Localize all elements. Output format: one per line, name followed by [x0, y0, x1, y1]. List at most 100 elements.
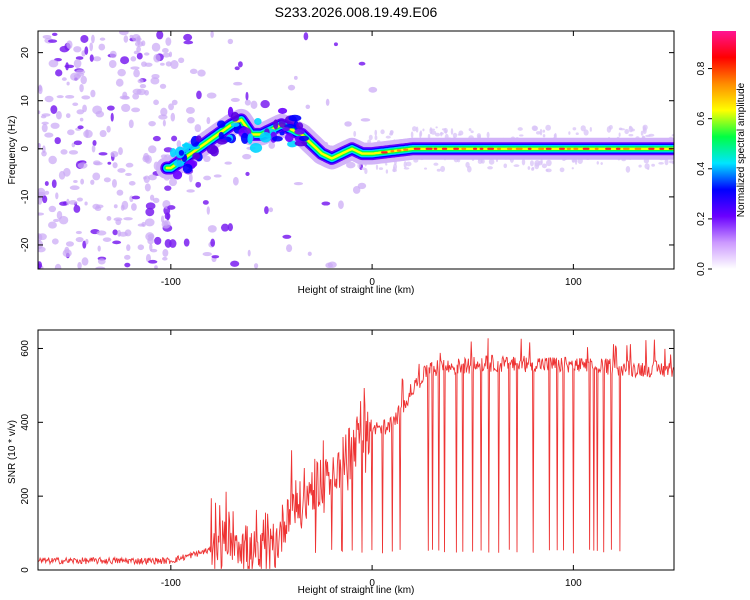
- spectrogram-cell: [168, 51, 173, 58]
- snr-panel: -100 0 100 0 200 400 600 Height of straight l…: [7, 329, 675, 596]
- spectrogram-cell: [203, 175, 212, 181]
- spectrogram-cell: [98, 152, 108, 156]
- spectrogram-cell: [368, 86, 378, 93]
- spectrogram-cell: [38, 110, 41, 115]
- spectrogram-cell: [130, 56, 137, 62]
- spectrogram-cell: [38, 261, 43, 269]
- spectrogram-cell: [415, 126, 419, 133]
- spectrogram-cell: [144, 183, 151, 192]
- spectrogram-cell: [172, 170, 183, 180]
- spectrogram-cell: [76, 197, 83, 202]
- spectrogram-cell: [517, 127, 523, 131]
- spectrogram-cell: [90, 179, 95, 185]
- spectrogram-cell: [158, 114, 168, 120]
- spectrogram-cell: [51, 238, 59, 245]
- spectrogram-cell: [150, 77, 160, 85]
- spectrogram-cell: [72, 102, 79, 107]
- colorbar-tick-label: 0.0: [696, 262, 707, 276]
- spectrogram-cell: [186, 189, 195, 193]
- spectrogram-cell: [44, 190, 50, 195]
- spectrogram-cell: [145, 202, 156, 210]
- colorbar-label: Normalized spectral amplitude: [736, 82, 747, 217]
- spectrogram-cell: [430, 130, 437, 135]
- spectrogram-cell: [195, 181, 202, 188]
- spectrogram-cell: [50, 122, 60, 129]
- spectrogram-cell: [61, 77, 67, 81]
- spectrogram-cell: [434, 132, 441, 137]
- spectrogram-cell: [85, 238, 89, 245]
- snr-series-line: [38, 338, 674, 570]
- spectrogram-cell: [476, 133, 482, 139]
- spectrogram-cell: [619, 128, 626, 131]
- spectrogram-cell: [93, 160, 101, 166]
- spectrogram-cell: [338, 200, 344, 210]
- spectrogram-cell: [545, 159, 552, 167]
- spectrogram-cell: [638, 164, 642, 168]
- spectrogram-cell: [161, 47, 169, 53]
- spectrogram-cell: [54, 263, 62, 269]
- spectrogram-cell: [389, 132, 393, 136]
- spectrogram-cell: [97, 245, 101, 252]
- spectrogram-cell: [131, 203, 137, 211]
- spectrogram-cell: [90, 89, 96, 98]
- spectrogram-cell: [167, 205, 176, 210]
- spectrogram-cell: [56, 95, 64, 99]
- spectrogram-cell: [542, 129, 546, 133]
- spectrogram-cell: [73, 179, 78, 183]
- spectrogram-cell: [259, 132, 272, 143]
- spectrogram-cell: [410, 131, 414, 139]
- spectrogram-cell: [124, 262, 131, 268]
- spectrogram-cell: [79, 117, 84, 122]
- spectrogram-cell: [435, 126, 438, 129]
- spectrogram-cell: [178, 57, 185, 64]
- spectrogram-y-tick-label: -20: [20, 237, 31, 252]
- spectrogram-cell: [207, 225, 217, 233]
- spectrogram-cell: [224, 161, 232, 165]
- spectrogram-cell: [143, 176, 147, 180]
- spectrogram-cell: [54, 137, 61, 145]
- spectrogram-cell: [80, 34, 89, 43]
- spectrogram-cell: [115, 219, 122, 226]
- spectrogram-cell: [48, 59, 59, 68]
- spectrogram-cell: [277, 107, 288, 114]
- spectrogram-cell: [58, 170, 66, 180]
- spectrogram-cell: [76, 109, 85, 115]
- spectrogram-cell: [123, 217, 133, 221]
- spectrogram-cell: [148, 145, 157, 154]
- spectrogram-cell: [112, 240, 122, 245]
- spectrogram-cell: [596, 161, 599, 165]
- spectrogram-cell: [73, 140, 83, 146]
- spectrogram-cell: [151, 42, 161, 52]
- spectrogram-cell: [170, 112, 176, 122]
- spectrogram-cell: [164, 212, 171, 220]
- spectrogram-cell: [468, 128, 472, 132]
- spectrogram-cell: [344, 121, 352, 127]
- spectrogram-cell: [106, 105, 115, 111]
- spectrogram-cell: [149, 194, 155, 201]
- spectrogram-cell: [230, 122, 240, 127]
- spectrogram-cell: [529, 160, 534, 167]
- spectrogram-cell: [169, 147, 177, 158]
- colorbar-ticks: 0.0 0.2 0.4 0.6 0.8: [696, 61, 712, 276]
- spectrogram-cell: [545, 168, 552, 173]
- spectrogram-cell: [142, 155, 150, 163]
- spectrogram-cell: [227, 38, 234, 45]
- spectrogram-cell: [536, 131, 541, 135]
- spectrogram-cell: [133, 69, 140, 78]
- snr-x-ticks: -100 0 100: [161, 330, 582, 589]
- spectrogram-cell: [606, 126, 612, 133]
- spectrogram-cell: [385, 162, 388, 166]
- spectrogram-cell: [392, 166, 396, 173]
- spectrogram-cell: [534, 159, 541, 167]
- spectrogram-cell: [247, 249, 251, 257]
- spectrogram-cell: [41, 150, 47, 157]
- spectrogram-cell: [92, 172, 101, 181]
- spectrogram-cell: [121, 200, 129, 210]
- spectrogram-cell: [357, 182, 367, 190]
- spectrogram-cell: [44, 132, 54, 138]
- spectrogram-cell: [210, 31, 214, 38]
- spectrogram-cell: [188, 173, 193, 183]
- spectrogram-cell: [51, 32, 58, 37]
- spectrogram-cell: [143, 52, 150, 56]
- spectrogram-cell: [264, 206, 269, 215]
